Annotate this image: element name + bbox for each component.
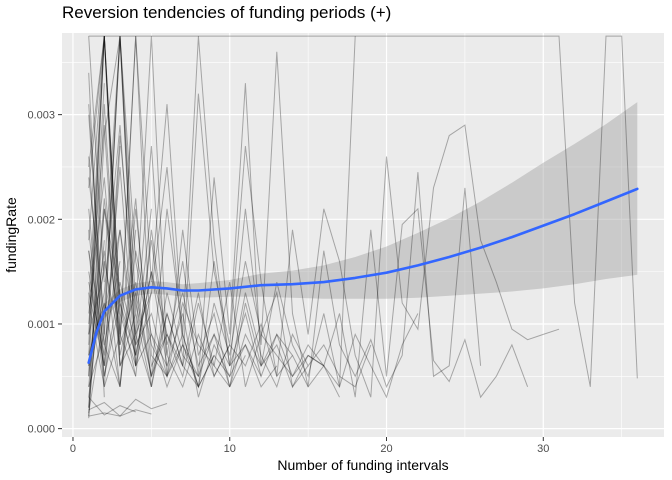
y-tick-label: 0.003 [27, 110, 55, 122]
trace-line-40 [88, 396, 136, 416]
trace-line-26 [88, 36, 137, 377]
trace-line-11 [88, 208, 293, 378]
trace-line-13 [88, 125, 262, 389]
trace-line-33 [88, 83, 105, 356]
trace-line-2 [88, 36, 560, 398]
smooth-line [87, 187, 639, 365]
x-tick-label: 10 [224, 443, 236, 455]
trace-line-14 [88, 208, 246, 388]
y-tick-label: 0.000 [27, 424, 55, 436]
x-tick-label: 30 [537, 443, 549, 455]
trace-line-5 [88, 36, 419, 399]
trace-line-38 [88, 72, 105, 398]
trace-line-15 [88, 36, 231, 389]
chart-title: Reversion tendencies of funding periods … [62, 3, 392, 22]
trace-line-29 [88, 114, 121, 345]
grid-minor [62, 33, 664, 437]
y-axis: 0.000 0.001 0.002 0.003 [27, 110, 62, 436]
x-axis-title: Number of funding intervals [277, 457, 448, 473]
x-axis: 0 10 20 30 [70, 437, 549, 455]
trace-line-6 [88, 36, 356, 389]
trace-line-21 [88, 36, 152, 387]
confidence-band [88, 102, 638, 375]
trace-line-8 [88, 104, 340, 408]
trace-line-18 [88, 36, 184, 387]
trace-line-9 [88, 145, 325, 387]
y-axis-title: fundingRate [3, 197, 19, 273]
trace-line-34 [88, 156, 105, 366]
trace-line-7 [88, 250, 372, 398]
trace-line-39 [88, 409, 152, 417]
trace-line-37 [88, 240, 105, 408]
y-tick-label: 0.002 [27, 214, 55, 226]
trace-line-10 [88, 36, 309, 388]
trace-line-23 [88, 36, 152, 419]
grid-major [62, 33, 664, 437]
trace-line-3 [88, 36, 529, 399]
trace-line-36 [88, 36, 105, 283]
trace-line-4 [88, 36, 482, 389]
trace-line-28 [88, 125, 121, 366]
trace-line-25 [88, 229, 137, 387]
trace-lines [88, 35, 638, 419]
trace-line-20 [88, 36, 168, 379]
trace-line-41 [88, 398, 168, 417]
trace-line-24 [88, 166, 137, 366]
smooth-layer [87, 187, 639, 365]
y-tick-label: 0.001 [27, 319, 55, 331]
trace-line-31 [88, 145, 121, 387]
trace-line-1 [88, 35, 638, 387]
plot-panel [62, 33, 664, 437]
trace-line-16 [88, 261, 215, 398]
trace-line-17 [88, 177, 199, 389]
confidence-band-layer [88, 102, 638, 375]
trace-line-27 [88, 36, 137, 413]
x-tick-label: 0 [70, 443, 76, 455]
trace-line-30 [88, 36, 121, 377]
trace-line-35 [88, 36, 105, 304]
trace-line-12 [88, 177, 278, 388]
x-tick-label: 20 [380, 443, 392, 455]
